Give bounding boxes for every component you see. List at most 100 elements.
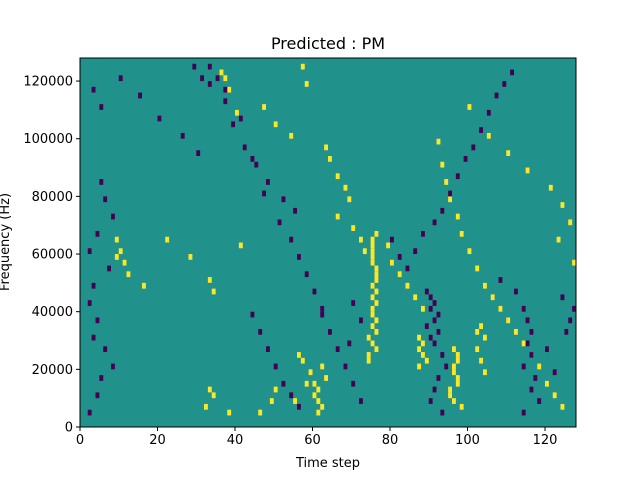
y-axis: 0 20000 40000 60000 80000 100000 120000	[23, 75, 80, 436]
heatmap-cell-high	[351, 225, 356, 231]
heatmap-cell-high	[374, 230, 379, 237]
heatmap-cell-high	[227, 409, 232, 416]
heatmap-cell-high	[421, 340, 425, 347]
heatmap-cell-low	[537, 398, 542, 404]
heatmap-cell-high	[223, 75, 228, 82]
heatmap-cell-low	[424, 288, 429, 295]
heatmap-cell-low	[471, 144, 476, 151]
heatmap-cell-low	[432, 300, 437, 306]
heatmap-cell-low	[560, 294, 565, 301]
heatmap-cell-high	[370, 259, 375, 266]
heatmap-cell-high	[370, 305, 375, 312]
heatmap-cell-high	[556, 236, 561, 243]
y-tick-label: 100000	[23, 132, 73, 147]
heatmap-cell-high	[370, 242, 375, 249]
heatmap-cell-high	[227, 86, 232, 93]
heatmap-cell-high	[316, 409, 321, 416]
heatmap-cell-low	[533, 375, 538, 381]
heatmap-cell-low	[428, 334, 433, 341]
heatmap-cell-high	[366, 352, 371, 358]
heatmap-cell-high	[320, 403, 325, 410]
heatmap-cell-low	[351, 380, 356, 387]
heatmap-cell-high	[304, 81, 309, 87]
heatmap-cell-low	[421, 230, 425, 237]
x-tick-label: 120	[533, 433, 558, 448]
heatmap-cell-high	[269, 398, 274, 404]
heatmap-cell-low	[242, 144, 247, 151]
heatmap-cell-low	[254, 161, 259, 168]
heatmap-cell-low	[103, 196, 108, 203]
heatmap-cell-low	[281, 196, 286, 203]
heatmap-cell-low	[95, 392, 100, 399]
heatmap-cell-high	[525, 167, 530, 174]
heatmap-cell-high	[273, 121, 278, 128]
heatmap-cell-low	[440, 409, 445, 416]
heatmap-cell-high	[560, 403, 565, 410]
x-tick-label: 20	[149, 433, 166, 448]
heatmap-cell-high	[572, 259, 576, 266]
heatmap-cell-low	[525, 340, 530, 347]
heatmap-background	[80, 58, 576, 427]
heatmap-cell-high	[335, 213, 340, 220]
heatmap-cell-high	[455, 357, 460, 364]
heatmap-cell-low	[405, 265, 410, 272]
heatmap-cell-low	[304, 271, 309, 278]
heatmap-cell-high	[521, 340, 526, 347]
heatmap-cell-low	[118, 75, 123, 82]
heatmap-cell-high	[308, 369, 313, 376]
heatmap-cell-high	[475, 328, 480, 335]
heatmap-cell-high	[459, 403, 464, 410]
heatmap-cell-low	[390, 236, 394, 243]
heatmap-cell-high	[126, 271, 131, 278]
y-tick-label: 120000	[23, 75, 73, 90]
heatmap-cell-high	[448, 392, 452, 399]
heatmap-cell-high	[165, 236, 170, 243]
y-tick-label: 40000	[32, 305, 73, 320]
heatmap-cell-low	[111, 363, 115, 370]
heatmap-cell-high	[316, 398, 321, 404]
heatmap-cell-high	[452, 363, 456, 370]
heatmap-cell-high	[122, 259, 127, 266]
heatmap-cell-high	[405, 282, 410, 289]
heatmap-cell-low	[502, 81, 507, 87]
heatmap-cell-high	[452, 346, 456, 353]
heatmap-cell-low	[99, 104, 104, 110]
heatmap-cell-low	[87, 248, 92, 255]
heatmap-cell-high	[483, 334, 487, 341]
heatmap-cell-low	[87, 300, 92, 306]
heatmap-cell-high	[479, 323, 483, 329]
heatmap-cell-high	[452, 398, 456, 404]
heatmap-cell-low	[498, 277, 503, 283]
heatmap-cell-low	[99, 375, 104, 381]
heatmap-cell-low	[262, 190, 266, 197]
heatmap-cell-low	[180, 132, 185, 139]
heatmap-cell-high	[479, 357, 483, 364]
heatmap-cell-high	[452, 369, 456, 376]
heatmap-cells	[87, 63, 576, 416]
heatmap-cell-high	[514, 328, 518, 335]
heatmap-cell-high	[444, 179, 449, 185]
heatmap-cell-low	[444, 363, 449, 370]
heatmap-cell-high	[374, 328, 379, 335]
heatmap-cell-high	[366, 357, 371, 364]
heatmap-cell-low	[525, 317, 530, 324]
heatmap-cell-high	[370, 294, 375, 301]
heatmap-cell-high	[207, 277, 212, 283]
x-tick-label: 100	[455, 433, 480, 448]
heatmap-cell-low	[266, 179, 270, 185]
heatmap-cell-low	[200, 75, 204, 82]
y-tick-label: 80000	[32, 190, 73, 205]
heatmap-cell-high	[370, 340, 375, 347]
heatmap-cell-high	[316, 386, 321, 393]
heatmap-cell-low	[297, 403, 301, 410]
heatmap-cell-low	[91, 334, 96, 341]
heatmap-cell-low	[564, 328, 569, 335]
heatmap-cell-low	[343, 363, 348, 370]
heatmap-cell-low	[320, 311, 325, 318]
heatmap-cell-high	[211, 288, 216, 295]
heatmap-cell-high	[498, 305, 503, 312]
heatmap-cell-high	[258, 409, 263, 416]
heatmap-cell-high	[324, 375, 328, 381]
heatmap-cell-high	[417, 346, 421, 353]
